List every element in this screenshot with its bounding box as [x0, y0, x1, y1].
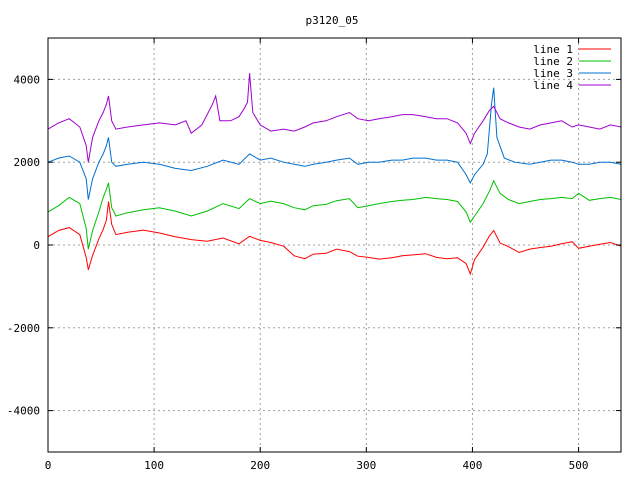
series-line-4 [47, 73, 622, 163]
series-lines [47, 73, 622, 276]
y-tick-label: -2000 [7, 322, 40, 335]
legend-label: line 3 [533, 67, 573, 80]
y-tick-label: 4000 [14, 73, 41, 86]
series-line-2 [47, 179, 622, 250]
chart-title: p3120_05 [306, 14, 359, 27]
y-tick-label: 2000 [14, 156, 41, 169]
legend-label: line 1 [533, 43, 573, 56]
series-line-1 [47, 201, 622, 276]
y-tick-label: 0 [33, 239, 40, 252]
grid [48, 38, 621, 452]
series-line-3 [47, 87, 622, 200]
legend-label: line 2 [533, 55, 573, 68]
x-tick-label: 500 [569, 459, 589, 472]
x-tick-label: 300 [356, 459, 376, 472]
x-tick-label: 200 [250, 459, 270, 472]
x-tick-label: 400 [463, 459, 483, 472]
y-tick-label: -4000 [7, 405, 40, 418]
axis-ticks: 0 100 200 300 400 500 -4000 -2000 0 2000 4000 [7, 38, 621, 472]
legend-label: line 4 [533, 79, 573, 92]
x-tick-label: 0 [45, 459, 52, 472]
x-tick-label: 100 [144, 459, 164, 472]
